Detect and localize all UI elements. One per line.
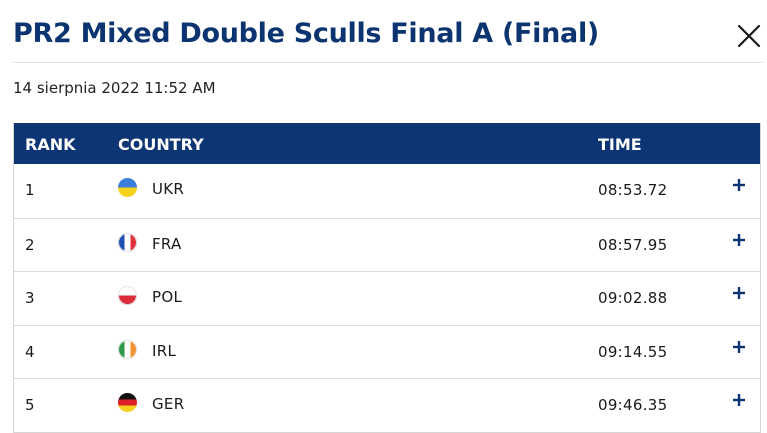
close-button[interactable] [733,20,765,52]
rank-cell: 4 [25,342,35,361]
table-row[interactable]: 5 GER 09:46.35 [14,378,760,432]
flag-icon [118,393,137,412]
country-code: FRA [152,234,182,253]
dialog-title: PR2 Mixed Double Sculls Final A (Final) [13,18,599,49]
table-header: RANK COUNTRY TIME [14,123,760,164]
country-code: IRL [152,341,177,360]
expand-row-button[interactable] [730,176,748,194]
table-row[interactable]: 4 IRL 09:14.55 [14,324,760,379]
table-row[interactable]: 3 POL 09:02.88 [14,271,760,325]
time-cell: 08:57.95 [598,235,668,254]
plus-icon [733,394,745,406]
flag-icon [118,232,137,252]
results-table: RANK COUNTRY TIME 1 UKR 08:53.72 2 FRA 08:57.… [13,123,761,433]
close-icon [737,24,761,48]
time-cell: 09:14.55 [598,342,668,361]
expand-row-button[interactable] [730,284,748,302]
rank-cell: 3 [25,289,35,307]
event-datetime: 14 sierpnia 2022 11:52 AM [13,79,216,97]
plus-icon [733,287,745,299]
time-cell: 09:02.88 [598,289,668,307]
header-country: COUNTRY [118,135,204,154]
table-row[interactable]: 2 FRA 08:57.95 [14,217,760,272]
country-code: POL [152,288,183,306]
plus-icon [733,340,745,353]
table-body: 1 UKR 08:53.72 2 FRA 08:57.95 3 POL 09:02.88 4 IRL… [14,164,760,432]
country-code: GER [152,395,185,413]
country-code: UKR [152,180,185,198]
time-cell: 09:46.35 [598,396,668,414]
flag-icon [118,286,137,305]
plus-icon [733,179,745,191]
table-row[interactable]: 1 UKR 08:53.72 [14,164,760,218]
title-divider [13,62,763,63]
rank-cell: 5 [25,396,35,414]
rank-cell: 1 [25,181,35,199]
flag-icon [118,339,137,359]
header-time: TIME [598,135,642,154]
expand-row-button[interactable] [730,338,748,356]
header-rank: RANK [25,135,76,154]
flag-icon [118,178,137,197]
rank-cell: 2 [25,235,35,254]
time-cell: 08:53.72 [598,181,668,199]
expand-row-button[interactable] [730,391,748,409]
expand-row-button[interactable] [730,231,748,249]
plus-icon [733,233,745,246]
